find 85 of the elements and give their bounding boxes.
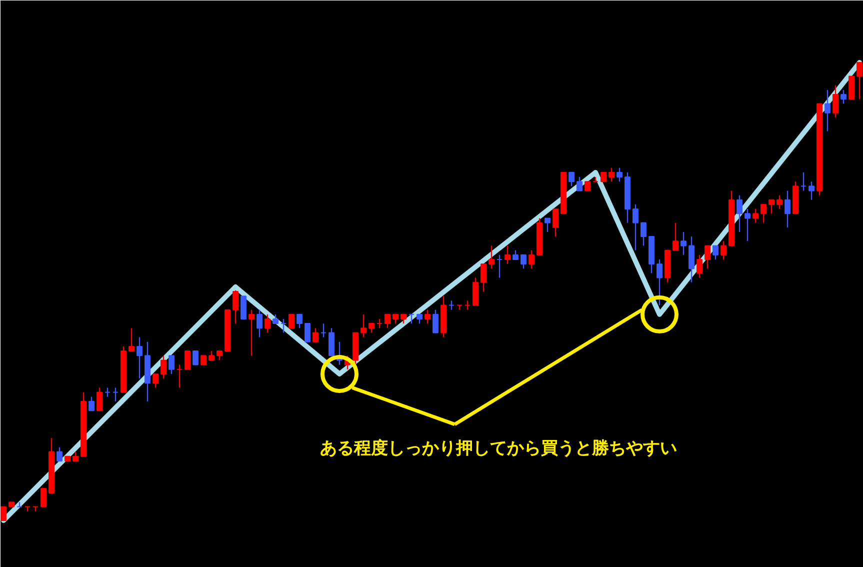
candlestick	[680, 231, 686, 256]
candlestick	[216, 350, 222, 361]
candlestick	[56, 446, 62, 462]
candlestick	[584, 181, 590, 192]
candlestick	[520, 254, 526, 270]
candlestick	[288, 314, 294, 329]
candlestick	[808, 180, 814, 200]
candlestick	[152, 373, 158, 388]
candlestick	[272, 314, 278, 324]
candlestick	[248, 309, 254, 356]
candlestick	[544, 218, 550, 233]
candlestick	[256, 309, 262, 338]
candlestick	[184, 350, 190, 370]
candlestick	[408, 314, 414, 324]
candlestick	[304, 323, 310, 342]
candlestick	[696, 254, 702, 278]
candlestick	[496, 254, 502, 278]
candlestick	[480, 263, 486, 292]
candlestick	[688, 236, 694, 283]
candlestick	[280, 318, 286, 334]
candlestick	[40, 488, 46, 508]
candlestick	[232, 290, 238, 324]
candlestick	[392, 314, 398, 324]
candlestick	[720, 240, 726, 260]
candlestick	[400, 314, 406, 324]
candlestick	[96, 387, 102, 412]
candlestick	[88, 396, 94, 412]
candlestick	[320, 322, 326, 338]
candlestick	[128, 328, 134, 352]
candlestick	[632, 204, 638, 251]
annotation: ある程度しっかり押してから買うと勝ちやすい	[320, 438, 677, 458]
candlestick	[104, 387, 110, 398]
candlestick	[712, 245, 718, 260]
candlestick	[432, 309, 438, 334]
candlestick	[424, 309, 430, 324]
candlestick	[312, 328, 318, 342]
candlestick	[736, 194, 742, 233]
candlestick	[72, 451, 78, 462]
candlestick	[296, 314, 302, 329]
candlestick	[416, 314, 422, 324]
candlestick	[640, 222, 646, 246]
candlestick	[200, 355, 206, 366]
candlestick	[800, 172, 806, 192]
candlestick	[744, 208, 750, 242]
candlestick	[656, 258, 662, 306]
candlestick	[608, 167, 614, 182]
candlestick	[848, 76, 854, 100]
candlestick	[600, 172, 606, 182]
candlestick	[832, 84, 838, 118]
candlestick	[768, 199, 774, 214]
candlestick	[752, 208, 758, 224]
candlestick	[576, 176, 582, 192]
candlestick	[552, 208, 558, 238]
candlestick	[160, 355, 166, 380]
candlestick	[376, 318, 382, 329]
candlestick	[0, 506, 6, 521]
candlestick	[360, 314, 366, 338]
candlestick	[112, 387, 118, 402]
candlestick	[192, 350, 198, 366]
candlestick	[176, 364, 182, 388]
candlestick	[208, 350, 214, 361]
candlestick	[240, 296, 246, 320]
candlestick	[464, 300, 470, 310]
candlestick	[472, 277, 478, 306]
candlestick	[368, 322, 374, 334]
candlestick	[384, 314, 390, 329]
candlestick	[840, 89, 846, 104]
candlestick	[856, 62, 862, 100]
candlestick	[168, 355, 174, 375]
candlestick	[824, 89, 830, 132]
candlestick	[776, 194, 782, 210]
candlestick	[504, 245, 510, 265]
candlestick	[488, 245, 494, 270]
candlestick	[568, 172, 574, 187]
candlestick	[448, 300, 454, 310]
candlestick	[672, 222, 678, 251]
candlestick	[136, 336, 142, 380]
candlestick	[704, 245, 710, 270]
candlestick	[760, 204, 766, 224]
candlestick	[784, 190, 790, 228]
candlestick	[528, 250, 534, 270]
candlestick	[264, 314, 270, 334]
candlestick	[512, 250, 518, 260]
candlestick	[328, 328, 334, 356]
candlestick	[616, 167, 622, 182]
